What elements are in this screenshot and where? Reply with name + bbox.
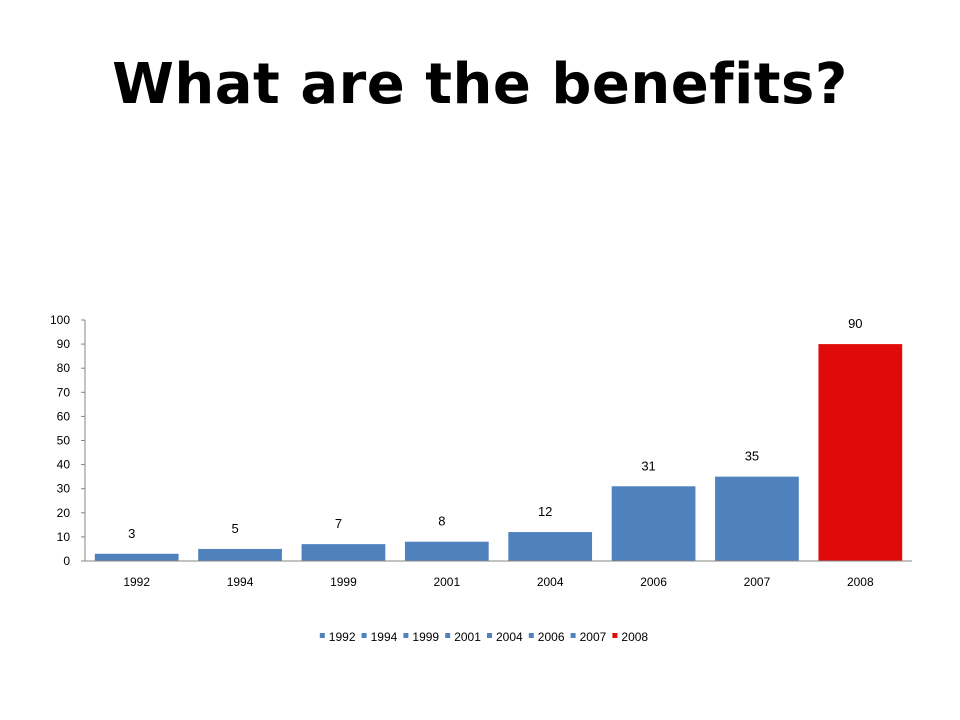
x-tick-label: 2004 (537, 575, 564, 589)
y-tick-label: 90 (57, 337, 71, 351)
legend-label: 1994 (371, 630, 398, 644)
legend-swatch (445, 633, 451, 638)
bar-2004 (508, 532, 593, 561)
x-tick-label: 1999 (330, 575, 357, 589)
x-tick-label: 2007 (744, 575, 771, 589)
y-tick-label: 100 (50, 313, 70, 327)
bar-2001 (404, 541, 489, 561)
legend-swatch (612, 633, 618, 638)
y-tick-label: 80 (57, 361, 71, 375)
legend-label: 2007 (580, 630, 607, 644)
y-tick-label: 40 (57, 458, 71, 472)
data-label: 12 (538, 504, 552, 519)
x-tick-label: 2008 (847, 575, 874, 589)
y-tick-label: 0 (63, 554, 70, 568)
data-label: 5 (231, 521, 238, 536)
legend-swatch (570, 633, 576, 638)
x-tick-label: 1994 (227, 575, 254, 589)
legend-label: 1992 (329, 630, 356, 644)
bar-1994 (198, 548, 282, 561)
legend: 1992 1994 1999 2001 2004 2006 2007 2008 (319, 630, 648, 644)
data-label: 90 (848, 316, 862, 331)
x-axis: 1992 1994 1999 2001 2004 2006 2007 2008 (85, 560, 912, 589)
y-tick-label: 60 (57, 409, 71, 423)
bar-2007 (715, 476, 799, 561)
y-tick-label: 10 (57, 530, 71, 544)
legend-swatch (528, 633, 534, 638)
x-tick-label: 2006 (640, 575, 667, 589)
bar-1999 (301, 544, 386, 561)
data-label: 3 (128, 526, 135, 541)
x-tick-label: 1992 (123, 575, 150, 589)
data-label: 7 (335, 516, 342, 531)
legend-swatch (361, 633, 367, 638)
data-label: 35 (745, 449, 759, 464)
y-tick-label: 30 (57, 482, 71, 496)
bar-2006 (611, 486, 696, 561)
x-tick-label: 2001 (433, 575, 460, 589)
y-tick-label: 70 (57, 385, 71, 399)
bar-2008 (818, 344, 903, 561)
y-axis: 0 10 20 30 40 50 60 70 80 90 100 (50, 313, 86, 568)
legend-swatch (319, 633, 325, 638)
data-label: 8 (438, 514, 445, 529)
bar-1992 (94, 553, 179, 561)
legend-label: 2001 (454, 630, 481, 644)
legend-swatch (403, 633, 409, 638)
slide-title: What are the benefits? (112, 52, 848, 117)
legend-label: 2006 (538, 630, 565, 644)
legend-label: 2008 (621, 630, 648, 644)
legend-swatch (487, 633, 492, 638)
legend-label: 2004 (496, 630, 523, 644)
y-tick-label: 50 (57, 434, 71, 448)
y-tick-label: 20 (57, 506, 71, 520)
legend-label: 1999 (412, 630, 439, 644)
data-label: 31 (641, 458, 655, 473)
